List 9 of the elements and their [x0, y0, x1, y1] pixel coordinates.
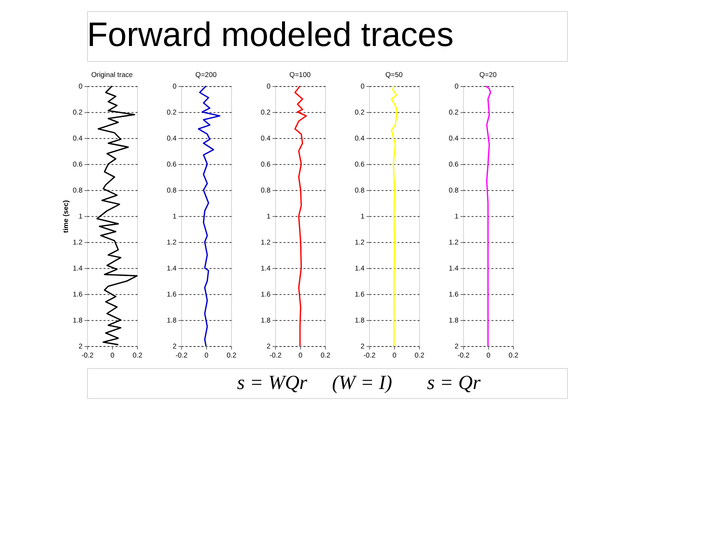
line-series	[390, 85, 398, 347]
line-series	[96, 85, 138, 346]
line-series	[198, 85, 220, 347]
text: s = WQr	[237, 372, 308, 394]
text: Forward modeled traces	[87, 16, 454, 54]
text: (W = I)	[332, 372, 392, 394]
line-series	[294, 85, 307, 347]
text: s = Qr	[427, 372, 481, 394]
line-series	[484, 85, 492, 347]
